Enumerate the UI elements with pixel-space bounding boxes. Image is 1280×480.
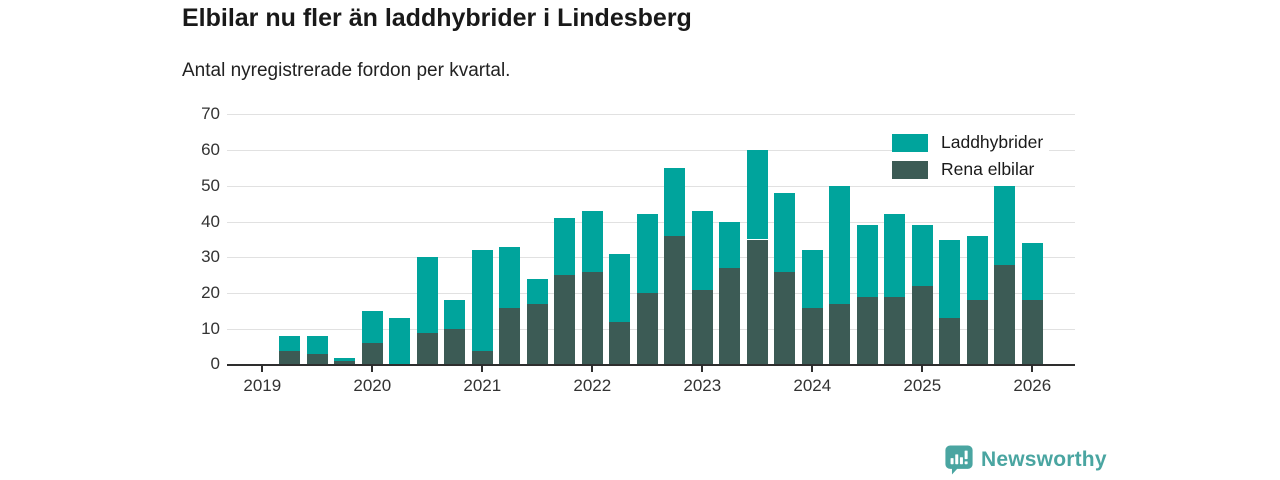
bar-rena-elbilar-2020-q3 — [416, 332, 438, 365]
gridline-60 — [227, 149, 1075, 151]
x-tick-2023 — [701, 366, 704, 372]
bar-laddhybrider-2020-q1 — [361, 311, 383, 344]
x-axis-line — [227, 364, 1075, 366]
bar-rena-elbilar-2021-q4 — [554, 275, 576, 365]
bar-laddhybrider-2024-q1 — [801, 250, 823, 308]
bar-rena-elbilar-2020-q1 — [361, 343, 383, 365]
bar-laddhybrider-2020-q4 — [444, 300, 466, 330]
bar-rena-elbilar-2022-q1 — [581, 271, 603, 365]
bar-laddhybrider-2021-q3 — [526, 278, 548, 305]
bar-rena-elbilar-2024-q2 — [829, 304, 851, 365]
x-tick-label-2026: 2026 — [1013, 376, 1052, 395]
brand-footer: Newsworthy — [944, 444, 1107, 476]
x-tick-label-2020: 2020 — [353, 376, 392, 395]
bar-laddhybrider-2023-q1 — [691, 210, 713, 290]
x-tick-2025 — [921, 366, 924, 372]
bar-rena-elbilar-2024-q3 — [856, 296, 878, 365]
bar-laddhybrider-2021-q1 — [471, 250, 493, 351]
x-tick-label-2023: 2023 — [683, 376, 722, 395]
brand-name: Newsworthy — [981, 448, 1107, 471]
bar-laddhybrider-2026-q1 — [1021, 243, 1043, 301]
x-tick-label-2019: 2019 — [243, 376, 282, 395]
legend-label: Rena elbilar — [941, 159, 1035, 179]
chart-subtitle: Antal nyregistrerade fordon per kvartal. — [182, 60, 511, 81]
bar-rena-elbilar-2019-q3 — [306, 354, 328, 365]
x-tick-2026 — [1031, 366, 1034, 372]
bar-laddhybrider-2022-q4 — [664, 167, 686, 236]
bar-laddhybrider-2020-q2 — [389, 318, 411, 365]
bar-laddhybrider-2024-q2 — [829, 185, 851, 305]
y-tick-label-50: 50 — [201, 175, 220, 195]
y-tick-label-70: 70 — [201, 104, 220, 123]
bar-rena-elbilar-2026-q1 — [1021, 300, 1043, 365]
bar-rena-elbilar-2019-q4 — [334, 361, 356, 365]
bar-laddhybrider-2022-q3 — [636, 214, 658, 294]
bar-laddhybrider-2023-q3 — [746, 149, 768, 240]
bar-laddhybrider-2025-q2 — [939, 239, 961, 319]
bar-laddhybrider-2025-q3 — [966, 235, 988, 301]
bar-rena-elbilar-2022-q2 — [609, 321, 631, 365]
bar-rena-elbilar-2023-q1 — [691, 289, 713, 365]
bar-rena-elbilar-2024-q1 — [801, 307, 823, 365]
bar-laddhybrider-2022-q2 — [609, 253, 631, 322]
y-tick-label-40: 40 — [201, 211, 220, 231]
x-tick-2022 — [591, 366, 594, 372]
bar-laddhybrider-2019-q2 — [279, 336, 301, 351]
bar-rena-elbilar-2025-q2 — [939, 318, 961, 365]
bar-rena-elbilar-2024-q4 — [884, 296, 906, 365]
bar-rena-elbilar-2023-q4 — [774, 271, 796, 365]
bar-rena-elbilar-2021-q2 — [499, 307, 521, 365]
bar-laddhybrider-2025-q1 — [911, 225, 933, 287]
y-tick-label-10: 10 — [201, 319, 220, 339]
x-tick-2021 — [481, 366, 484, 372]
bar-laddhybrider-2019-q3 — [306, 336, 328, 355]
bar-rena-elbilar-2023-q2 — [719, 268, 741, 365]
y-tick-label-0: 0 — [210, 354, 220, 373]
bar-rena-elbilar-2025-q4 — [994, 264, 1016, 365]
x-tick-label-2021: 2021 — [463, 376, 502, 395]
bar-rena-elbilar-2022-q3 — [636, 293, 658, 365]
bar-laddhybrider-2021-q2 — [499, 246, 521, 308]
y-tick-label-30: 30 — [201, 247, 220, 267]
bar-rena-elbilar-2023-q3 — [746, 239, 768, 365]
legend-swatch — [892, 160, 928, 179]
bar-laddhybrider-2023-q4 — [774, 192, 796, 272]
bar-laddhybrider-2024-q4 — [884, 214, 906, 297]
gridline-50 — [227, 185, 1075, 187]
gridline-70 — [227, 114, 1075, 115]
legend-swatch — [892, 133, 928, 152]
y-tick-label-20: 20 — [201, 283, 220, 303]
bar-laddhybrider-2020-q3 — [416, 257, 438, 333]
bar-laddhybrider-2023-q2 — [719, 221, 741, 269]
legend: Laddhybrider Rena elbilar — [892, 132, 1050, 187]
chart-title: Elbilar nu fler än laddhybrider i Lindes… — [182, 4, 692, 32]
x-tick-2019 — [261, 366, 264, 372]
legend-item-rena-elbilar: Rena elbilar — [892, 159, 1050, 179]
x-tick-label-2024: 2024 — [793, 376, 832, 395]
x-tick-label-2025: 2025 — [903, 376, 942, 395]
bar-rena-elbilar-2025-q3 — [966, 300, 988, 365]
bar-rena-elbilar-2021-q3 — [526, 304, 548, 365]
legend-label: Laddhybrider — [941, 132, 1044, 152]
x-tick-2020 — [371, 366, 374, 372]
bar-laddhybrider-2022-q1 — [581, 210, 603, 272]
bar-rena-elbilar-2022-q4 — [664, 235, 686, 365]
newsworthy-logo-icon — [945, 445, 973, 475]
legend-item-laddhybrider: Laddhybrider — [892, 132, 1050, 152]
bar-rena-elbilar-2020-q4 — [444, 329, 466, 365]
bar-rena-elbilar-2021-q1 — [471, 350, 493, 365]
bar-rena-elbilar-2025-q1 — [911, 286, 933, 365]
bar-laddhybrider-2024-q3 — [856, 225, 878, 297]
x-tick-2024 — [811, 366, 814, 372]
y-tick-label-60: 60 — [201, 139, 220, 159]
x-tick-label-2022: 2022 — [573, 376, 612, 395]
bar-laddhybrider-2019-q4 — [334, 357, 356, 362]
bar-laddhybrider-2021-q4 — [554, 217, 576, 276]
bar-laddhybrider-2025-q4 — [994, 185, 1016, 265]
bar-rena-elbilar-2019-q2 — [279, 350, 301, 365]
